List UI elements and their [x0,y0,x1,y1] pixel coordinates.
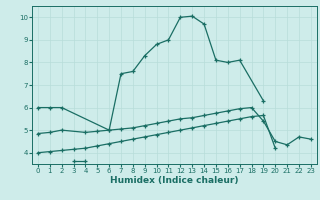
X-axis label: Humidex (Indice chaleur): Humidex (Indice chaleur) [110,176,239,185]
